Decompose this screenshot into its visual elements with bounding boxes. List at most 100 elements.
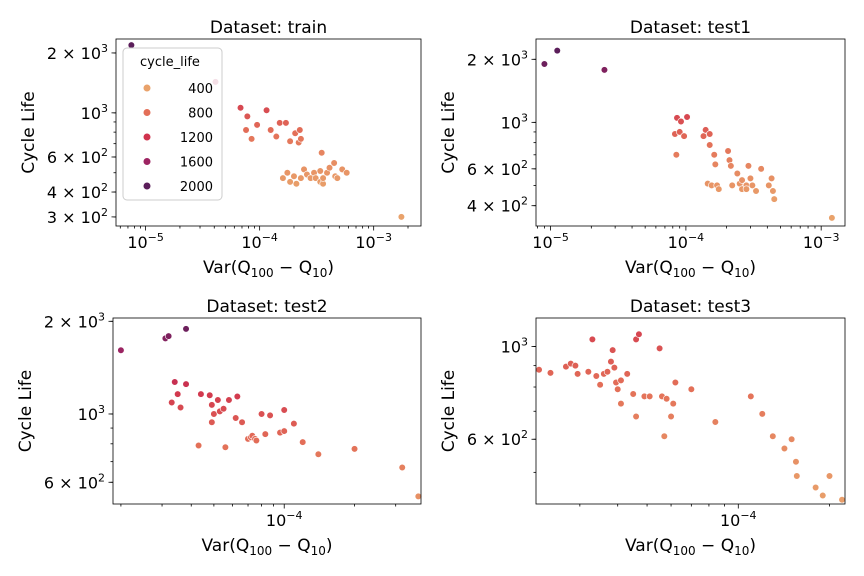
data-point (769, 432, 777, 440)
x-tick-label: 10−3 (803, 231, 840, 252)
data-point (206, 391, 214, 399)
data-point (296, 126, 304, 134)
data-point (683, 113, 691, 121)
x-axis-label: Var(Q100 − Q10) (625, 536, 756, 558)
data-point (677, 117, 685, 126)
data-point (748, 181, 756, 190)
data-point (588, 335, 596, 343)
legend-marker (142, 132, 152, 142)
y-tick-label: 6 × 102 (47, 146, 108, 167)
y-axis-label: Cycle Life (439, 370, 459, 453)
data-point (316, 167, 324, 175)
legend-title: cycle_life (140, 55, 200, 70)
data-point (623, 370, 631, 378)
y-tick-label: 2 × 103 (467, 48, 528, 69)
panel-test2: 10−4 6 × 102 103 2 × 103 Dataset: test2 Var(Q… (16, 297, 422, 558)
data-point (617, 376, 625, 384)
x-tick-label: 10−5 (127, 231, 164, 252)
data-point (210, 410, 218, 418)
data-point (699, 132, 708, 140)
data-point (765, 181, 773, 190)
y-tick-label: 2 × 103 (44, 310, 105, 331)
data-point (314, 450, 322, 458)
y-axis-label: Cycle Life (19, 91, 39, 174)
data-point (221, 443, 229, 451)
legend-label: 2000 (180, 180, 213, 195)
data-point (744, 162, 753, 170)
data-point (662, 395, 671, 403)
data-point (742, 185, 750, 193)
x-tick-label: 10−4 (668, 231, 705, 252)
y-tick-label: 103 (81, 102, 108, 123)
data-point (724, 147, 732, 155)
panel-test1: 10−5 10−4 10−3 4 × 102 6 × 102 103 2 × 103 Data… (439, 18, 846, 280)
x-tick-label: 10−3 (355, 231, 392, 252)
legend: cycle_life 400 800 1200 1600 2000 (122, 47, 223, 201)
data-point (174, 390, 182, 398)
y-axis-label: Cycle Life (16, 370, 36, 453)
panel-test3: 10−4 6 × 102 103 Dataset: test3 Var(Q100 − Q… (439, 297, 846, 558)
data-point (733, 169, 741, 178)
legend-box (122, 47, 223, 201)
x-axis-label: Var(Q100 − Q10) (202, 536, 333, 558)
data-point (182, 325, 190, 333)
y-tick-label: 103 (501, 111, 528, 132)
data-point (660, 432, 668, 440)
data-point (757, 165, 765, 173)
data-point (629, 390, 637, 398)
data-point (319, 174, 327, 182)
y-tick-label: 2 × 103 (47, 42, 108, 63)
plot-frame (112, 317, 422, 505)
data-point (671, 378, 679, 387)
data-point (646, 392, 654, 400)
data-point (343, 169, 351, 177)
data-point (318, 149, 326, 157)
data-point (252, 436, 260, 445)
data-point (553, 47, 561, 55)
data-point (208, 418, 216, 426)
data-point (540, 60, 549, 68)
data-point (600, 66, 609, 74)
data-point (280, 406, 288, 414)
data-point (571, 362, 579, 370)
data-point (758, 410, 766, 418)
x-tick-label: 10−4 (241, 231, 278, 252)
data-point (780, 444, 789, 453)
data-point (236, 104, 245, 112)
data-point (596, 381, 604, 389)
data-point (812, 483, 820, 492)
plot-frame (535, 317, 846, 505)
data-point (225, 396, 233, 404)
data-point (667, 412, 675, 421)
chart-title-train: Dataset: train (210, 18, 327, 38)
data-point (609, 346, 617, 354)
data-point (711, 418, 719, 426)
data-point (261, 430, 269, 438)
data-point (262, 106, 271, 114)
data-point (676, 128, 684, 136)
data-point (267, 126, 275, 134)
data-point (333, 174, 341, 182)
data-point (292, 180, 300, 188)
data-point (747, 392, 755, 400)
x-tick-label: 10−4 (720, 509, 757, 530)
legend-marker (142, 181, 152, 191)
data-point (715, 185, 723, 193)
data-point (243, 112, 251, 120)
data-point (610, 364, 618, 372)
data-point (168, 398, 176, 407)
data-point (197, 390, 205, 398)
legend-label: 800 (188, 107, 213, 122)
data-point (828, 214, 836, 222)
data-point (297, 174, 305, 182)
data-point (299, 438, 307, 446)
data-point (788, 435, 796, 443)
y-tick-label: 3 × 102 (47, 206, 108, 227)
chart-title-test2: Dataset: test2 (206, 297, 327, 317)
data-point (330, 159, 338, 167)
legend-marker (142, 157, 152, 166)
data-point (290, 172, 298, 180)
y-tick-label: 4 × 102 (467, 195, 528, 216)
data-point (770, 195, 778, 203)
